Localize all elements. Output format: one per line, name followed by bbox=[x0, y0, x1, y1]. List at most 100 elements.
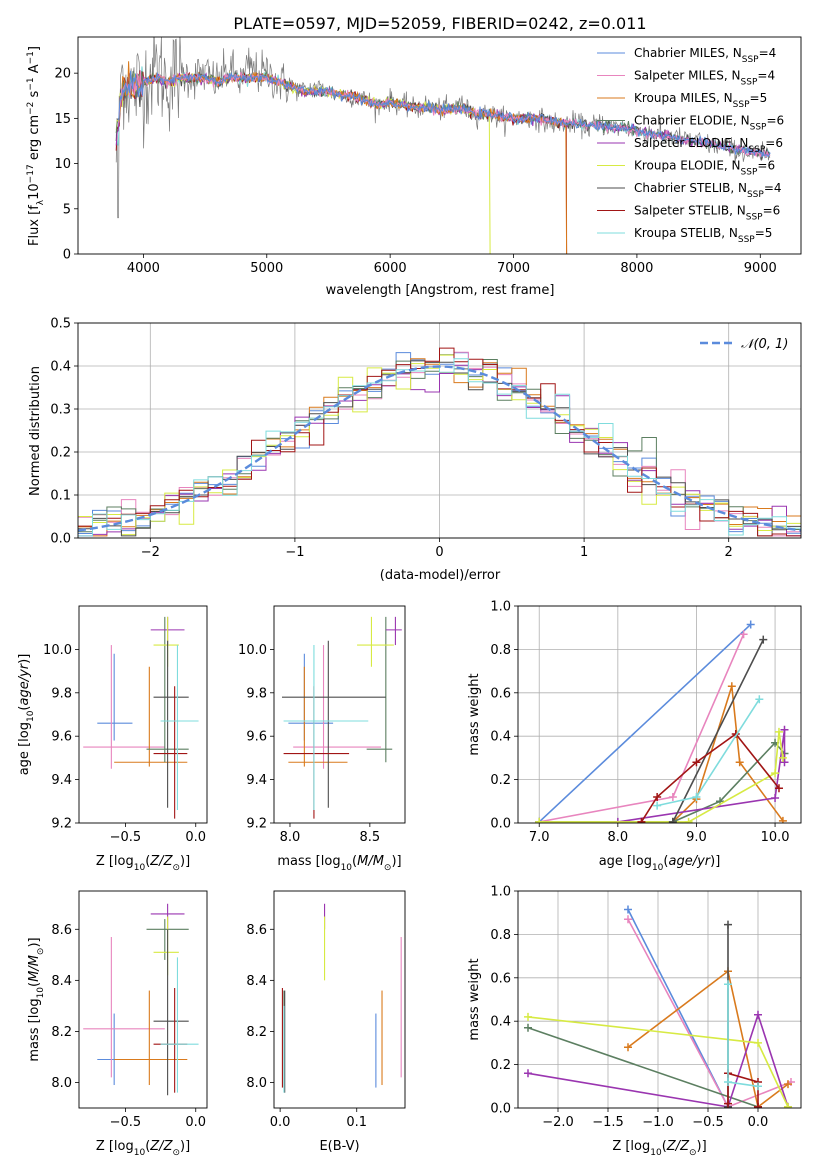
ssp-marker bbox=[784, 1080, 792, 1089]
x-tick-label: 8.0 bbox=[280, 830, 301, 845]
y-tick-label: 8.4 bbox=[51, 974, 72, 989]
y-tick-label: 20 bbox=[54, 67, 71, 82]
y-tick-label: 0.2 bbox=[50, 446, 71, 461]
x-tick-label: −1 bbox=[285, 545, 304, 560]
y-tick-label: 8.2 bbox=[51, 1025, 72, 1040]
y-tick-label: 8.6 bbox=[246, 923, 267, 938]
y-tick-label: 10 bbox=[54, 157, 71, 172]
y-tick-label: 0.8 bbox=[490, 928, 511, 943]
ssp-weight-line bbox=[527, 1026, 759, 1108]
plot-area bbox=[281, 903, 402, 1093]
x-tick-label: −1.0 bbox=[642, 1115, 674, 1130]
ssp-marker bbox=[739, 630, 748, 639]
axes-frame bbox=[77, 322, 802, 539]
x-tick-label: 8.5 bbox=[360, 830, 381, 845]
legend-entry: Chabrier STELIB, NSSP=4 bbox=[634, 181, 782, 200]
ssp-marker bbox=[692, 792, 701, 801]
panel-age_vs_mass: 8.0 8.5 9.2 9.4 9.6 9.8 10.0 mass [log10(M/M⊙)] bbox=[238, 605, 406, 873]
ssp-marker bbox=[780, 725, 789, 734]
ssp-marker bbox=[624, 915, 632, 924]
ssp-marker bbox=[668, 792, 677, 801]
y-tick-label: 0.0 bbox=[490, 1102, 511, 1117]
residual-histogram bbox=[78, 360, 801, 537]
y-axis-label: mass weight bbox=[467, 673, 482, 755]
x-axis-label: Z [log10(Z/Z⊙)] bbox=[96, 854, 190, 873]
y-tick-label: 0.0 bbox=[490, 817, 511, 832]
panel-mass_vs_Z: −0.5 0.0 8.0 8.2 8.4 8.6 Z [log10(Z/Z⊙)] mass [… bbox=[27, 890, 208, 1158]
legend-entry: Salpeter ELODIE, NSSP=6 bbox=[634, 136, 783, 155]
axes-frame bbox=[273, 605, 406, 824]
ssp-marker bbox=[524, 1012, 532, 1021]
ssp-weight-line bbox=[627, 969, 789, 1108]
ssp-marker bbox=[653, 792, 662, 801]
ssp-weight-line bbox=[727, 1072, 759, 1107]
legend-entry: Kroupa MILES, NSSP=5 bbox=[634, 91, 767, 110]
axes-frame bbox=[273, 890, 406, 1109]
x-tick-label: 8.0 bbox=[607, 830, 628, 845]
ssp-marker bbox=[684, 817, 693, 823]
ssp-marker bbox=[624, 905, 632, 914]
x-tick-label: 6000 bbox=[374, 261, 407, 276]
plot-area bbox=[78, 347, 801, 537]
plot-area bbox=[535, 620, 789, 823]
x-tick-label: 9.0 bbox=[686, 830, 707, 845]
x-tick-label: 8000 bbox=[620, 261, 653, 276]
y-axis-label: Normed distribution bbox=[28, 366, 43, 496]
y-tick-label: 0 bbox=[63, 248, 71, 263]
y-tick-label: 0.5 bbox=[50, 317, 71, 332]
panel-mass_vs_ebv: 0.0 0.1 8.0 8.2 8.4 8.6 E(B-V) bbox=[246, 890, 406, 1154]
x-tick-label: −2 bbox=[141, 545, 160, 560]
ssp-marker bbox=[535, 817, 544, 823]
axes-frame bbox=[78, 890, 208, 1109]
ssp-weight-line bbox=[727, 984, 759, 1088]
ssp-marker bbox=[746, 620, 755, 629]
x-axis-label: Z [log10(Z/Z⊙)] bbox=[612, 1139, 706, 1158]
ssp-marker bbox=[771, 794, 780, 803]
plot-area bbox=[83, 903, 199, 1096]
axes-frame bbox=[517, 890, 802, 1109]
panel-weight_vs_Z: −2.0 −1.5 −1.0 −0.5 0.0 0.0 0.2 0.4 0.6 0.8 1.0 Z [… bbox=[467, 885, 802, 1158]
panel-weight_vs_age: 7.0 8.0 9.0 10.0 0.0 0.2 0.4 0.6 0.8 1.0 age [log1… bbox=[467, 600, 802, 873]
ssp-marker bbox=[759, 635, 768, 644]
y-tick-label: 0.2 bbox=[490, 1058, 511, 1073]
legend-entry: Kroupa ELODIE, NSSP=6 bbox=[634, 159, 775, 178]
ssp-marker bbox=[774, 727, 783, 736]
y-tick-label: 0.2 bbox=[490, 773, 511, 788]
ssp-marker bbox=[724, 980, 732, 989]
plot-area bbox=[281, 616, 402, 819]
x-axis-label: (data-model)/error bbox=[380, 568, 501, 583]
ssp-marker bbox=[653, 801, 662, 810]
y-tick-label: 10.0 bbox=[43, 643, 72, 658]
x-tick-label: 0 bbox=[435, 545, 443, 560]
y-tick-label: 0.3 bbox=[50, 403, 71, 418]
residual-histogram bbox=[78, 364, 801, 537]
y-tick-label: 0.4 bbox=[490, 1015, 511, 1030]
legend-entry: Salpeter MILES, NSSP=4 bbox=[634, 69, 775, 88]
ssp-marker bbox=[692, 758, 701, 767]
y-tick-label: 0.6 bbox=[490, 686, 511, 701]
ssp-marker bbox=[724, 1099, 732, 1108]
y-tick-label: 9.6 bbox=[246, 730, 267, 745]
ssp-marker bbox=[724, 920, 732, 929]
x-tick-label: 1 bbox=[580, 545, 588, 560]
ssp-marker bbox=[778, 816, 787, 823]
ssp-marker bbox=[735, 758, 744, 767]
ssp-marker bbox=[778, 753, 787, 762]
y-tick-label: 9.4 bbox=[51, 773, 72, 788]
panel-age_vs_Z: −0.5 0.0 9.2 9.4 9.6 9.8 10.0 Z [log10(Z/Z⊙)] ag… bbox=[17, 605, 208, 873]
y-tick-label: 9.2 bbox=[246, 817, 267, 832]
ssp-marker bbox=[637, 817, 646, 823]
ssp-marker bbox=[774, 784, 783, 793]
x-tick-label: −0.5 bbox=[110, 830, 142, 845]
x-axis-label: wavelength [Angstrom, rest frame] bbox=[326, 283, 555, 298]
legend: Chabrier MILES, NSSP=4 Salpeter MILES, NS… bbox=[597, 46, 784, 245]
plot-area bbox=[83, 616, 199, 819]
panel-residuals: −2 −1 0 1 2 0.0 0.1 0.2 0.3 0.4 0.5 𝒩(0, 1) (data-mo… bbox=[28, 317, 802, 583]
axes-frame bbox=[78, 605, 208, 824]
ssp-weight-line bbox=[672, 686, 784, 823]
ssp-marker bbox=[724, 1077, 732, 1086]
ssp-marker bbox=[727, 682, 736, 691]
x-tick-label: −0.5 bbox=[110, 1115, 142, 1130]
ssp-marker bbox=[524, 1023, 532, 1032]
